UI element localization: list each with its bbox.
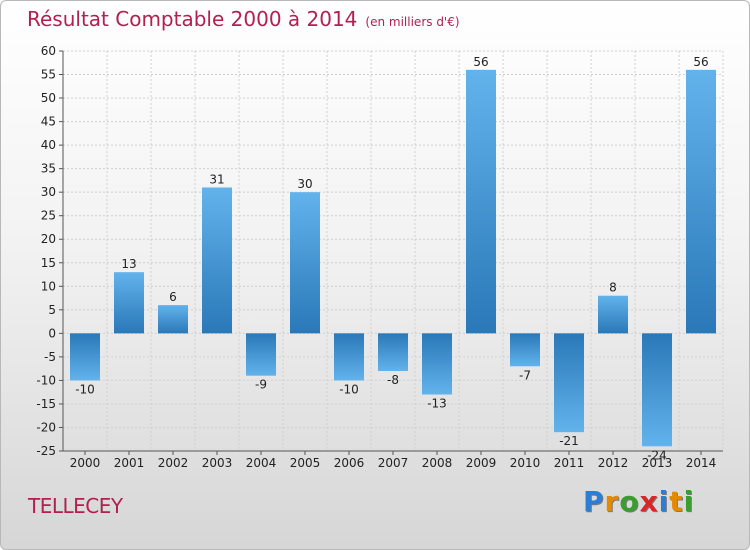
data-label: 6 (169, 290, 177, 304)
data-label: 8 (609, 281, 617, 295)
y-tick-label: 20 (41, 232, 56, 246)
x-tick-label: 2012 (598, 456, 629, 470)
y-tick-label: -25 (36, 444, 56, 458)
data-label: 13 (121, 257, 136, 271)
bar (246, 333, 276, 376)
x-tick-label: 2009 (466, 456, 497, 470)
x-tick-label: 2004 (246, 456, 277, 470)
logo-letter: P (583, 485, 605, 518)
data-label: -10 (339, 382, 359, 396)
bars (70, 69, 716, 447)
x-tick-label: 2011 (554, 456, 585, 470)
y-tick-label: 0 (48, 326, 56, 340)
grid-lines (62, 50, 724, 452)
axes: -25 -20 -15 -10 -5 0 5 10 15 20 25 30 35 40 45 50 55 60 20… (36, 44, 723, 470)
y-tick-label: 15 (41, 256, 56, 270)
logo-letter: x (639, 485, 659, 518)
labels: -10 13 6 31 -9 30 -10 -8 -13 56 -7 -21 8 -24 56 (75, 55, 708, 462)
bar (598, 295, 628, 334)
bar (510, 333, 540, 367)
data-label: -10 (75, 382, 95, 396)
data-label: 30 (297, 177, 312, 191)
x-tick-label: 2005 (290, 456, 321, 470)
y-tick-label: 55 (41, 68, 56, 82)
commune-name: TELLECEY (28, 494, 123, 518)
x-tick-label: 2002 (158, 456, 189, 470)
bar (70, 333, 100, 381)
data-label: -21 (559, 434, 579, 448)
y-tick-label: 35 (41, 162, 56, 176)
x-tick-label: 2008 (422, 456, 453, 470)
x-tick-label: 2007 (378, 456, 409, 470)
data-label: -24 (647, 448, 667, 462)
data-label: 56 (473, 55, 488, 69)
bar (158, 305, 188, 334)
y-tick-label: -10 (36, 373, 56, 387)
y-tick-label: 45 (41, 115, 56, 129)
logo-letter: i (658, 485, 670, 518)
bar (202, 187, 232, 334)
data-label: -7 (519, 368, 531, 382)
logo-letter: t (669, 485, 684, 518)
y-tick-label: 10 (41, 279, 56, 293)
bar (686, 69, 716, 334)
y-tick-label: -5 (44, 350, 56, 364)
x-tick-label: 2003 (202, 456, 233, 470)
bar (334, 333, 364, 381)
x-tick-label: 2014 (686, 456, 717, 470)
logo-letter: r (604, 485, 620, 518)
data-label: -9 (255, 378, 267, 392)
data-label: -8 (387, 373, 399, 387)
y-tick-label: -20 (36, 420, 56, 434)
x-tick-label: 2006 (334, 456, 365, 470)
proxiti-logo: Proxiti (583, 485, 694, 518)
bar (422, 333, 452, 395)
chart-title: Résultat Comptable 2000 à 2014 (en millie… (27, 7, 460, 31)
y-tick-label: 50 (41, 91, 56, 105)
x-tick-label: 2000 (70, 456, 101, 470)
y-tick-label: 5 (48, 303, 56, 317)
x-tick-label: 2013 (642, 456, 673, 470)
y-tick-label: 25 (41, 209, 56, 223)
y-tick-label: 60 (41, 44, 56, 58)
bar (554, 333, 584, 433)
data-label: 56 (693, 55, 708, 69)
data-label: 31 (209, 172, 224, 186)
chart-unit: (en milliers d'€) (365, 15, 460, 29)
bar (290, 192, 320, 334)
data-label: -13 (427, 397, 447, 411)
bar (378, 333, 408, 371)
bar (642, 333, 672, 447)
logo-letter: i (683, 485, 695, 518)
bar (466, 69, 496, 334)
logo-letter: o (619, 485, 640, 518)
y-tick-label: 30 (41, 185, 56, 199)
x-tick-label: 2001 (114, 456, 145, 470)
y-tick-label: 40 (41, 138, 56, 152)
bar (114, 272, 144, 334)
y-tick-label: -15 (36, 397, 56, 411)
x-tick-label: 2010 (510, 456, 541, 470)
